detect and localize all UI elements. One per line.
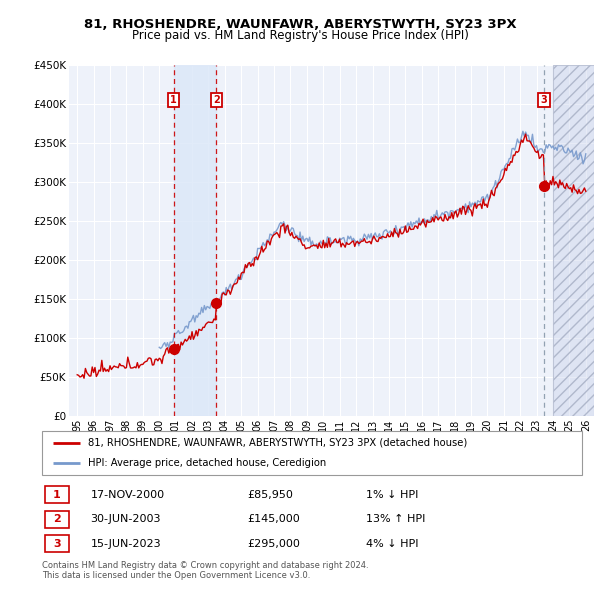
Text: 1: 1 xyxy=(53,490,61,500)
Text: £145,000: £145,000 xyxy=(247,514,300,524)
Text: HPI: Average price, detached house, Ceredigion: HPI: Average price, detached house, Cere… xyxy=(88,458,326,468)
Text: Price paid vs. HM Land Registry's House Price Index (HPI): Price paid vs. HM Land Registry's House … xyxy=(131,30,469,42)
Text: 4% ↓ HPI: 4% ↓ HPI xyxy=(366,539,419,549)
Text: 2: 2 xyxy=(53,514,61,524)
FancyBboxPatch shape xyxy=(45,486,69,503)
Text: Contains HM Land Registry data © Crown copyright and database right 2024.
This d: Contains HM Land Registry data © Crown c… xyxy=(42,560,368,580)
Text: 81, RHOSHENDRE, WAUNFAWR, ABERYSTWYTH, SY23 3PX: 81, RHOSHENDRE, WAUNFAWR, ABERYSTWYTH, S… xyxy=(83,18,517,31)
Bar xyxy=(553,65,594,416)
Text: £85,950: £85,950 xyxy=(247,490,293,500)
FancyBboxPatch shape xyxy=(45,535,69,552)
Text: 81, RHOSHENDRE, WAUNFAWR, ABERYSTWYTH, SY23 3PX (detached house): 81, RHOSHENDRE, WAUNFAWR, ABERYSTWYTH, S… xyxy=(88,438,467,448)
FancyBboxPatch shape xyxy=(45,511,69,527)
Text: 3: 3 xyxy=(541,95,547,105)
Text: 30-JUN-2003: 30-JUN-2003 xyxy=(91,514,161,524)
Bar xyxy=(217,65,544,416)
Text: 15-JUN-2023: 15-JUN-2023 xyxy=(91,539,161,549)
Text: 13% ↑ HPI: 13% ↑ HPI xyxy=(366,514,425,524)
Text: £295,000: £295,000 xyxy=(247,539,300,549)
Text: 2: 2 xyxy=(213,95,220,105)
Text: 17-NOV-2000: 17-NOV-2000 xyxy=(91,490,165,500)
FancyBboxPatch shape xyxy=(42,431,582,475)
Text: 3: 3 xyxy=(53,539,61,549)
Bar xyxy=(173,65,217,416)
Text: 1: 1 xyxy=(170,95,177,105)
Text: 1% ↓ HPI: 1% ↓ HPI xyxy=(366,490,418,500)
Bar xyxy=(553,65,594,416)
